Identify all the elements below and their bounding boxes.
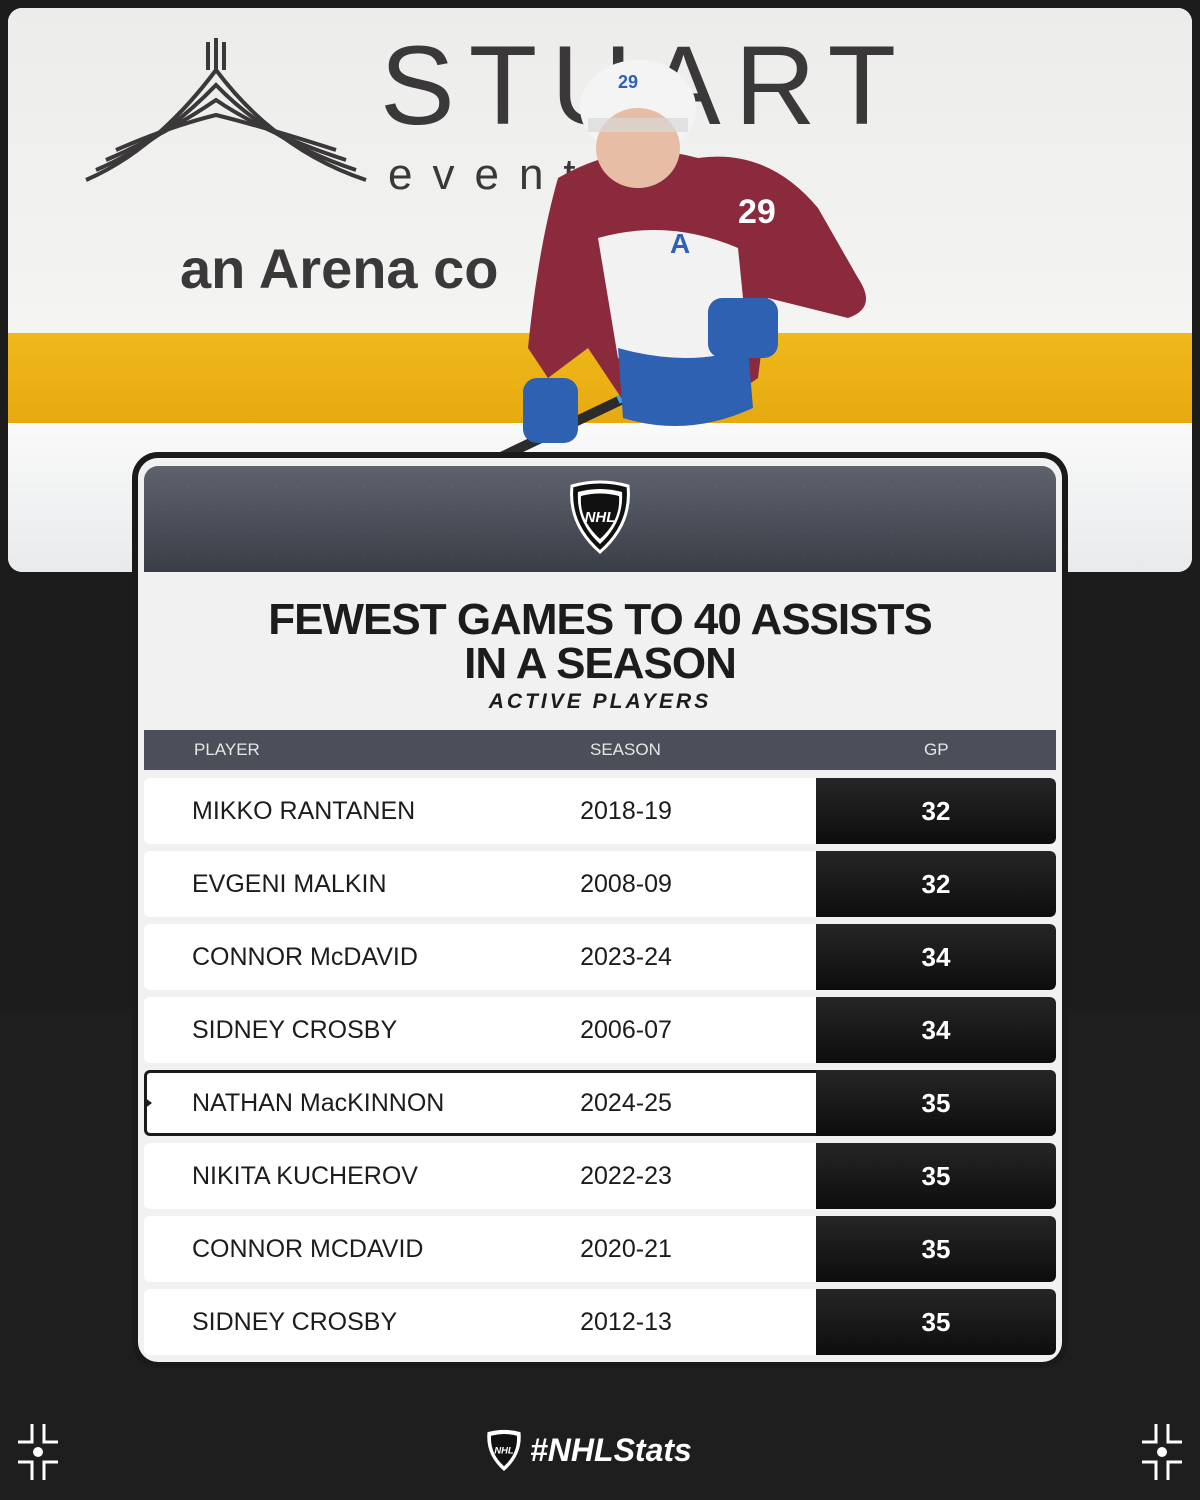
column-header-season: SEASON — [590, 740, 661, 759]
table-header: PLAYER SEASON GP — [144, 730, 1056, 770]
table-row: MIKKO RANTANEN 2018-19 32 — [144, 778, 1056, 844]
table-row: SIDNEY CROSBY 2012-13 35 — [144, 1289, 1056, 1355]
gp-value: 34 — [816, 924, 1056, 990]
player-name: CONNOR MCDAVID — [192, 1235, 424, 1263]
crosshair-icon — [1142, 1424, 1182, 1480]
player-name: NATHAN MacKINNON — [192, 1089, 445, 1117]
table-row: SIDNEY CROSBY 2006-07 34 — [144, 997, 1056, 1063]
season-value: 2022-23 — [580, 1162, 672, 1190]
season-value: 2024-25 — [580, 1089, 672, 1117]
page-title: FEWEST GAMES TO 40 ASSISTS IN A SEASON — [138, 598, 1062, 686]
gp-value: 35 — [816, 1216, 1056, 1282]
title-line-2: IN A SEASON — [464, 639, 737, 688]
crosshair-icon — [18, 1424, 58, 1480]
svg-text:29: 29 — [738, 193, 776, 231]
table-row: EVGENI MALKIN 2008-09 32 — [144, 851, 1056, 917]
gp-value: 35 — [816, 1289, 1056, 1355]
stats-card: NHL FEWEST GAMES TO 40 ASSISTS IN A SEAS… — [138, 458, 1062, 1362]
svg-text:NHL: NHL — [494, 1444, 514, 1455]
table-row-highlighted: NATHAN MacKINNON 2024-25 35 — [144, 1070, 1056, 1136]
nhl-shield-icon: NHL — [487, 1429, 521, 1471]
nhl-shield-icon: NHL — [570, 480, 630, 554]
player-name: SIDNEY CROSBY — [192, 1308, 398, 1336]
player-name: CONNOR McDAVID — [192, 943, 418, 971]
gp-value: 32 — [816, 778, 1056, 844]
player-name: SIDNEY CROSBY — [192, 1016, 398, 1044]
gp-value: 32 — [816, 851, 1056, 917]
season-value: 2023-24 — [580, 943, 672, 971]
table-row: NIKITA KUCHEROV 2022-23 35 — [144, 1143, 1056, 1209]
sponsor-tagline: event — [388, 150, 596, 199]
table-row: CONNOR McDAVID 2023-24 34 — [144, 924, 1056, 990]
gp-value: 35 — [816, 1070, 1056, 1136]
svg-text:29: 29 — [618, 72, 638, 92]
player-name: MIKKO RANTANEN — [192, 797, 416, 825]
season-value: 2012-13 — [580, 1308, 672, 1336]
season-value: 2020-21 — [580, 1235, 672, 1263]
table-row: CONNOR MCDAVID 2020-21 35 — [144, 1216, 1056, 1282]
player-name: NIKITA KUCHEROV — [192, 1162, 418, 1190]
hashtag-label: #NHLStats — [530, 1432, 692, 1468]
gp-value: 35 — [816, 1143, 1056, 1209]
hockey-player-image: 29 29 A — [475, 60, 866, 468]
subtitle: ACTIVE PLAYERS — [488, 690, 712, 713]
gp-value: 34 — [816, 997, 1056, 1063]
highlight-marker-icon — [144, 1097, 152, 1109]
player-name: EVGENI MALKIN — [192, 870, 387, 898]
svg-text:NHL: NHL — [585, 509, 616, 526]
sponsor-line2: an Arena co — [180, 237, 499, 300]
svg-text:A: A — [670, 228, 690, 259]
column-header-player: PLAYER — [194, 740, 260, 759]
column-header-gp: GP — [924, 740, 949, 759]
sponsor-logo-icon — [85, 38, 367, 182]
title-line-1: FEWEST GAMES TO 40 ASSISTS — [268, 595, 932, 644]
season-value: 2008-09 — [580, 870, 672, 898]
season-value: 2018-19 — [580, 797, 672, 825]
season-value: 2006-07 — [580, 1016, 672, 1044]
